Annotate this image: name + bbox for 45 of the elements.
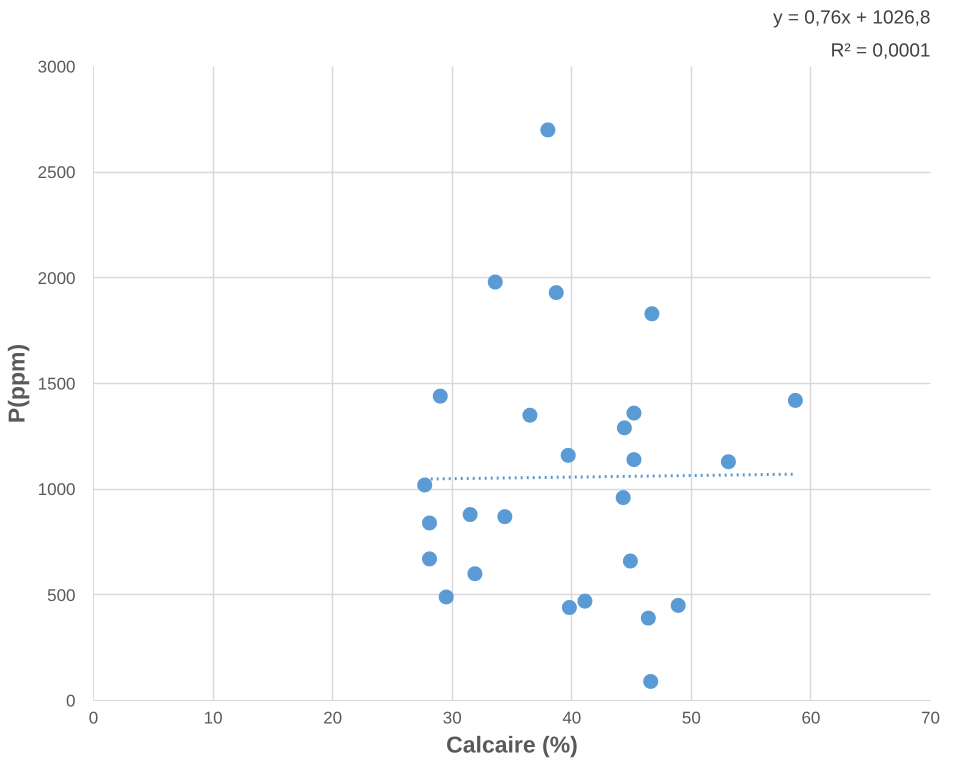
y-tick-label: 0 [66, 692, 76, 710]
point [670, 598, 686, 613]
y-tick-label: 500 [47, 586, 76, 605]
point [720, 454, 736, 470]
point [540, 122, 556, 138]
point [497, 509, 512, 524]
point [788, 392, 803, 408]
y-tick-label: 1500 [38, 374, 76, 394]
point [577, 594, 592, 609]
point [626, 406, 642, 421]
y-tick-label: 3000 [38, 58, 76, 76]
x-tick-label: 70 [921, 708, 940, 728]
y-tick-label: 2500 [38, 163, 76, 182]
point [422, 515, 437, 530]
point [643, 674, 658, 689]
point [622, 554, 638, 569]
x-tick-label: 40 [562, 708, 582, 728]
point [644, 306, 660, 322]
point [562, 600, 577, 615]
point [616, 420, 632, 436]
x-tick-label: 50 [682, 708, 701, 728]
x-tick-label: 20 [323, 708, 342, 728]
point [417, 477, 432, 492]
y-tick-label: 1000 [38, 480, 76, 500]
point [640, 610, 656, 626]
point [438, 589, 454, 604]
point [488, 274, 503, 290]
point [548, 285, 564, 300]
point [560, 448, 576, 463]
x-tick-label: 0 [88, 708, 98, 728]
y-axis-title: P(ppm) [4, 344, 30, 424]
x-axis-title: Calcaire (%) [446, 732, 578, 758]
x-tick-label: 60 [801, 708, 820, 728]
text: R² = 0,0001 [830, 40, 931, 62]
x-tick-label: 30 [442, 708, 462, 728]
point [467, 566, 482, 582]
text: y = 0,76x + 1026,8 [773, 8, 931, 28]
y-tick-label: 2000 [38, 268, 76, 288]
point [522, 408, 538, 423]
point [422, 551, 437, 566]
point [432, 388, 448, 404]
point [462, 507, 478, 522]
point [616, 490, 631, 506]
point [626, 452, 642, 468]
x-tick-label: 10 [204, 708, 223, 728]
